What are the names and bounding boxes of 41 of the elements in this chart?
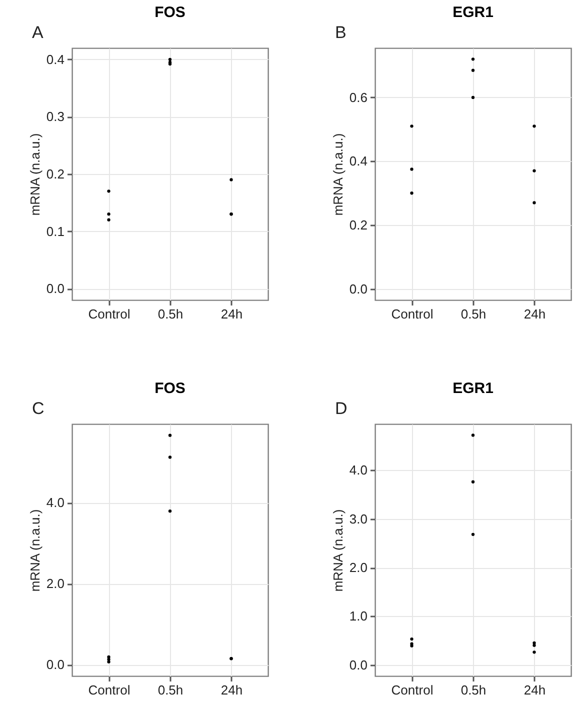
y-tick-label: 0.1 [46, 224, 64, 239]
y-tick-label: 0.4 [46, 52, 64, 67]
x-tick-label: 0.5h [158, 682, 184, 698]
y-tick-label: 0.0 [46, 281, 64, 296]
x-tick-label: 0.5h [158, 306, 184, 322]
x-tick-label: 24h [220, 306, 243, 322]
x-tick-label: Control [391, 306, 434, 322]
y-axis-title: mRNA (n.a.u.) [27, 133, 42, 216]
y-tick-label: 0.4 [349, 154, 368, 169]
y-tick-label: 3.0 [349, 511, 368, 526]
y-tick-label: 0.6 [349, 90, 368, 105]
y-axis-title: mRNA (n.a.u.) [330, 509, 346, 592]
y-tick-label: 4.0 [349, 462, 368, 478]
x-tick-label: 0.5h [460, 682, 486, 698]
x-tick-label: Control [88, 306, 130, 322]
chart-title: FOS [154, 380, 186, 397]
x-tick-label: 24h [524, 306, 546, 322]
x-tick-label: 24h [220, 682, 243, 698]
y-tick-label: 0.0 [46, 657, 64, 672]
y-tick-label: 0.0 [349, 281, 368, 296]
chart-title: EGR1 [452, 4, 494, 21]
y-tick-label: 2.0 [349, 560, 368, 576]
text: C [32, 399, 44, 418]
chart-title: EGR1 [452, 380, 494, 397]
x-tick-label: 24h [524, 682, 546, 698]
y-tick-label: 0.3 [46, 109, 64, 124]
y-tick-label: 2.0 [46, 576, 64, 592]
text: B [335, 23, 346, 42]
x-tick-label: Control [88, 682, 130, 698]
text: D [335, 399, 348, 418]
y-tick-label: 0.0 [349, 657, 368, 672]
text: A [32, 23, 44, 42]
x-tick-label: 0.5h [460, 306, 486, 322]
y-tick-label: 4.0 [46, 495, 64, 510]
y-axis-title: mRNA (n.a.u.) [330, 133, 346, 216]
y-tick-label: 0.2 [349, 218, 368, 233]
y-tick-label: 0.2 [46, 166, 64, 182]
y-axis-title: mRNA (n.a.u.) [27, 509, 42, 592]
chart-title: FOS [154, 4, 186, 21]
y-tick-label: 1.0 [349, 608, 368, 624]
x-tick-label: Control [391, 682, 434, 698]
